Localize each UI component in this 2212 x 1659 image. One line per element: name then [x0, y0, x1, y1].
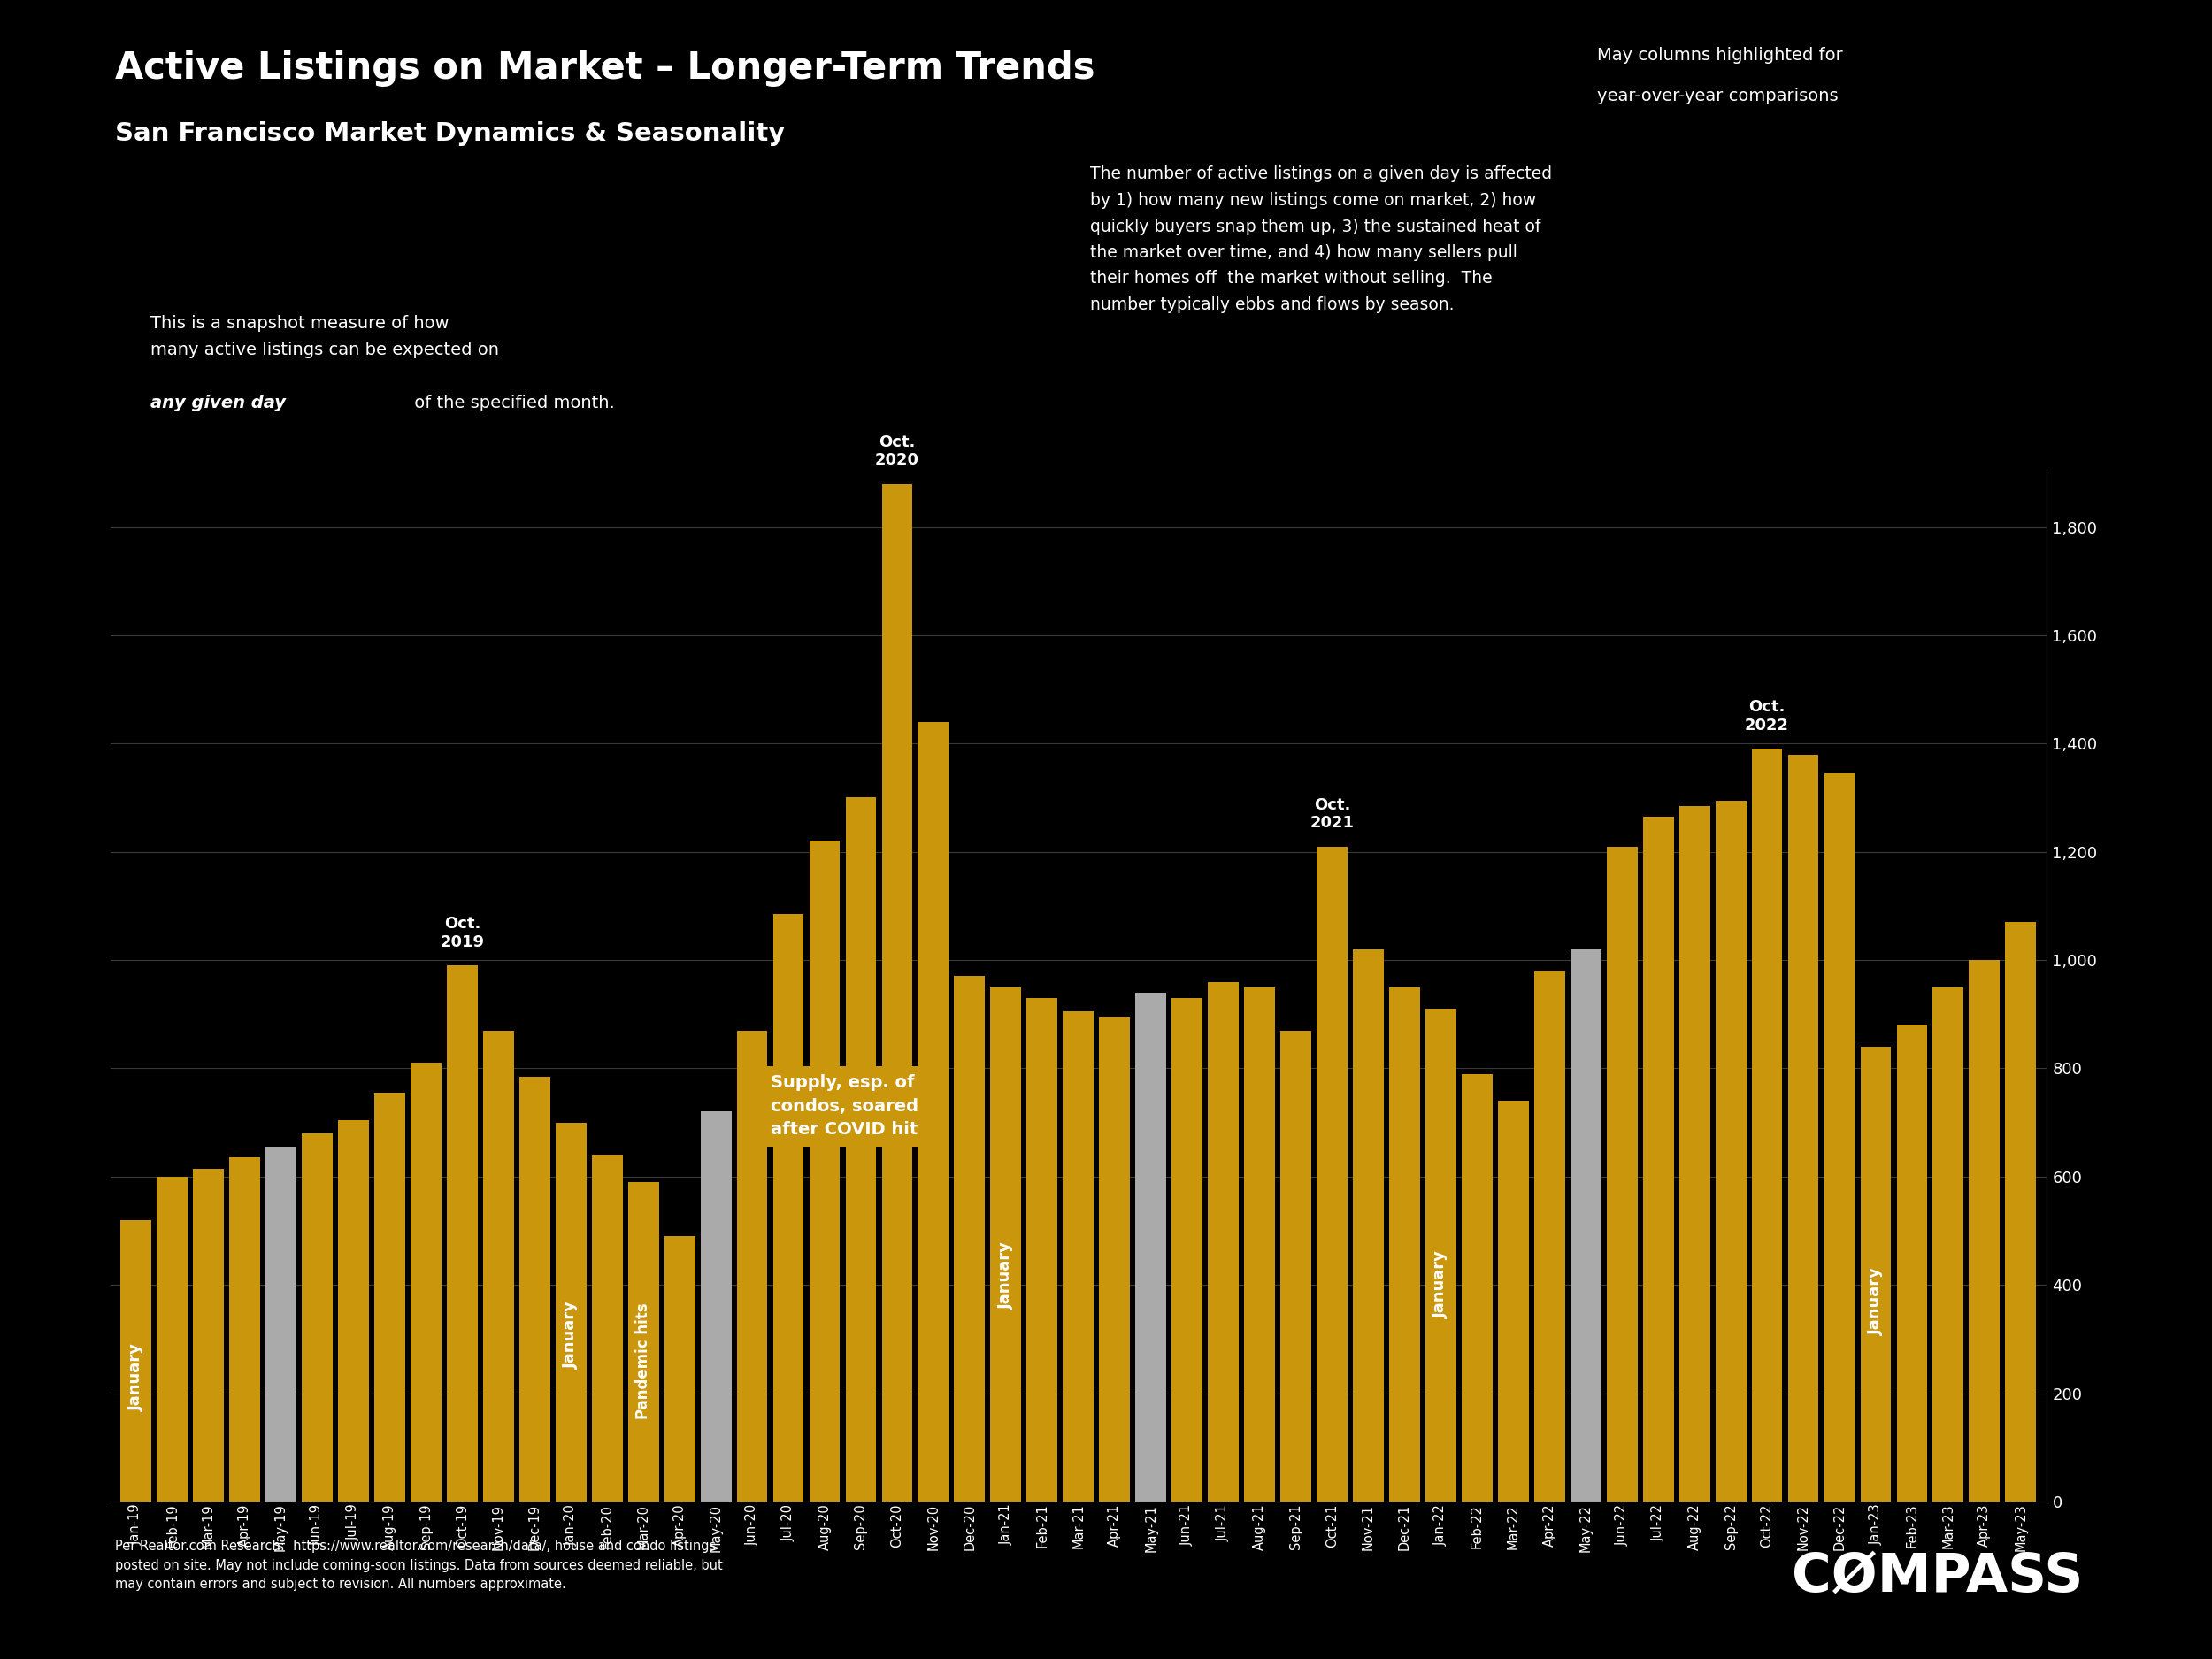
- Bar: [1425, 1009, 1455, 1501]
- Bar: [520, 1077, 551, 1501]
- Bar: [737, 1030, 768, 1501]
- Bar: [1933, 987, 1964, 1501]
- Text: San Francisco Market Dynamics & Seasonality: San Francisco Market Dynamics & Seasonal…: [115, 121, 785, 146]
- Bar: [301, 1133, 332, 1501]
- Text: January: January: [128, 1344, 144, 1412]
- Bar: [338, 1120, 369, 1501]
- Text: Per Realtor.com Research:  https://www.realtor.com/research/data/, house and con: Per Realtor.com Research: https://www.re…: [115, 1540, 723, 1591]
- Bar: [628, 1181, 659, 1501]
- Text: May columns highlighted for: May columns highlighted for: [1597, 46, 1843, 63]
- Bar: [1896, 1025, 1927, 1501]
- Bar: [1535, 971, 1564, 1501]
- Bar: [810, 841, 841, 1501]
- Text: any given day: any given day: [150, 395, 285, 411]
- Bar: [1243, 987, 1274, 1501]
- Bar: [447, 966, 478, 1501]
- Bar: [1135, 992, 1166, 1501]
- Bar: [411, 1063, 442, 1501]
- Bar: [701, 1112, 732, 1501]
- Bar: [1172, 999, 1203, 1501]
- Bar: [2006, 922, 2035, 1501]
- Bar: [1208, 982, 1239, 1501]
- Text: Oct.
2020: Oct. 2020: [876, 435, 920, 468]
- Bar: [122, 1219, 150, 1501]
- Bar: [230, 1158, 261, 1501]
- Bar: [772, 914, 803, 1501]
- Bar: [192, 1168, 223, 1501]
- Bar: [883, 484, 914, 1501]
- Text: Oct.
2021: Oct. 2021: [1310, 796, 1354, 831]
- Bar: [1281, 1030, 1312, 1501]
- Text: Supply, esp. of
condos, soared
after COVID hit: Supply, esp. of condos, soared after COV…: [770, 1075, 918, 1138]
- Text: of the specified month.: of the specified month.: [409, 395, 615, 411]
- Bar: [1316, 846, 1347, 1501]
- Bar: [1644, 816, 1674, 1501]
- Bar: [593, 1155, 622, 1501]
- Text: The number of active listings on a given day is affected
by 1) how many new list: The number of active listings on a given…: [1091, 166, 1553, 314]
- Text: January: January: [1867, 1267, 1885, 1335]
- Text: Pandemic hits: Pandemic hits: [635, 1302, 650, 1418]
- Bar: [1462, 1073, 1493, 1501]
- Text: Active Listings on Market – Longer-Term Trends: Active Listings on Market – Longer-Term …: [115, 50, 1095, 86]
- Bar: [664, 1236, 695, 1501]
- Bar: [918, 722, 949, 1501]
- Bar: [1606, 846, 1637, 1501]
- Bar: [1099, 1017, 1130, 1501]
- Text: CØMPASS: CØMPASS: [1792, 1551, 2084, 1603]
- Bar: [1389, 987, 1420, 1501]
- Bar: [1860, 1047, 1891, 1501]
- Bar: [1752, 748, 1783, 1501]
- Bar: [953, 975, 984, 1501]
- Bar: [1026, 999, 1057, 1501]
- Bar: [991, 987, 1022, 1501]
- Text: Oct.
2019: Oct. 2019: [440, 916, 484, 951]
- Bar: [555, 1123, 586, 1501]
- Bar: [482, 1030, 513, 1501]
- Bar: [157, 1176, 188, 1501]
- Bar: [1064, 1012, 1093, 1501]
- Bar: [265, 1146, 296, 1501]
- Bar: [1787, 755, 1818, 1501]
- Text: This is a snapshot measure of how
many active listings can be expected on: This is a snapshot measure of how many a…: [150, 315, 500, 358]
- Text: January: January: [562, 1301, 580, 1369]
- Bar: [1498, 1102, 1528, 1501]
- Bar: [845, 798, 876, 1501]
- Bar: [1969, 961, 2000, 1501]
- Bar: [1679, 806, 1710, 1501]
- Bar: [1825, 773, 1856, 1501]
- Text: year-over-year comparisons: year-over-year comparisons: [1597, 88, 1838, 105]
- Text: Oct.
2022: Oct. 2022: [1745, 700, 1790, 733]
- Text: January: January: [998, 1241, 1013, 1309]
- Bar: [1354, 949, 1385, 1501]
- Bar: [1714, 800, 1745, 1501]
- Bar: [1571, 949, 1601, 1501]
- Text: January: January: [1433, 1251, 1449, 1319]
- Bar: [374, 1093, 405, 1501]
